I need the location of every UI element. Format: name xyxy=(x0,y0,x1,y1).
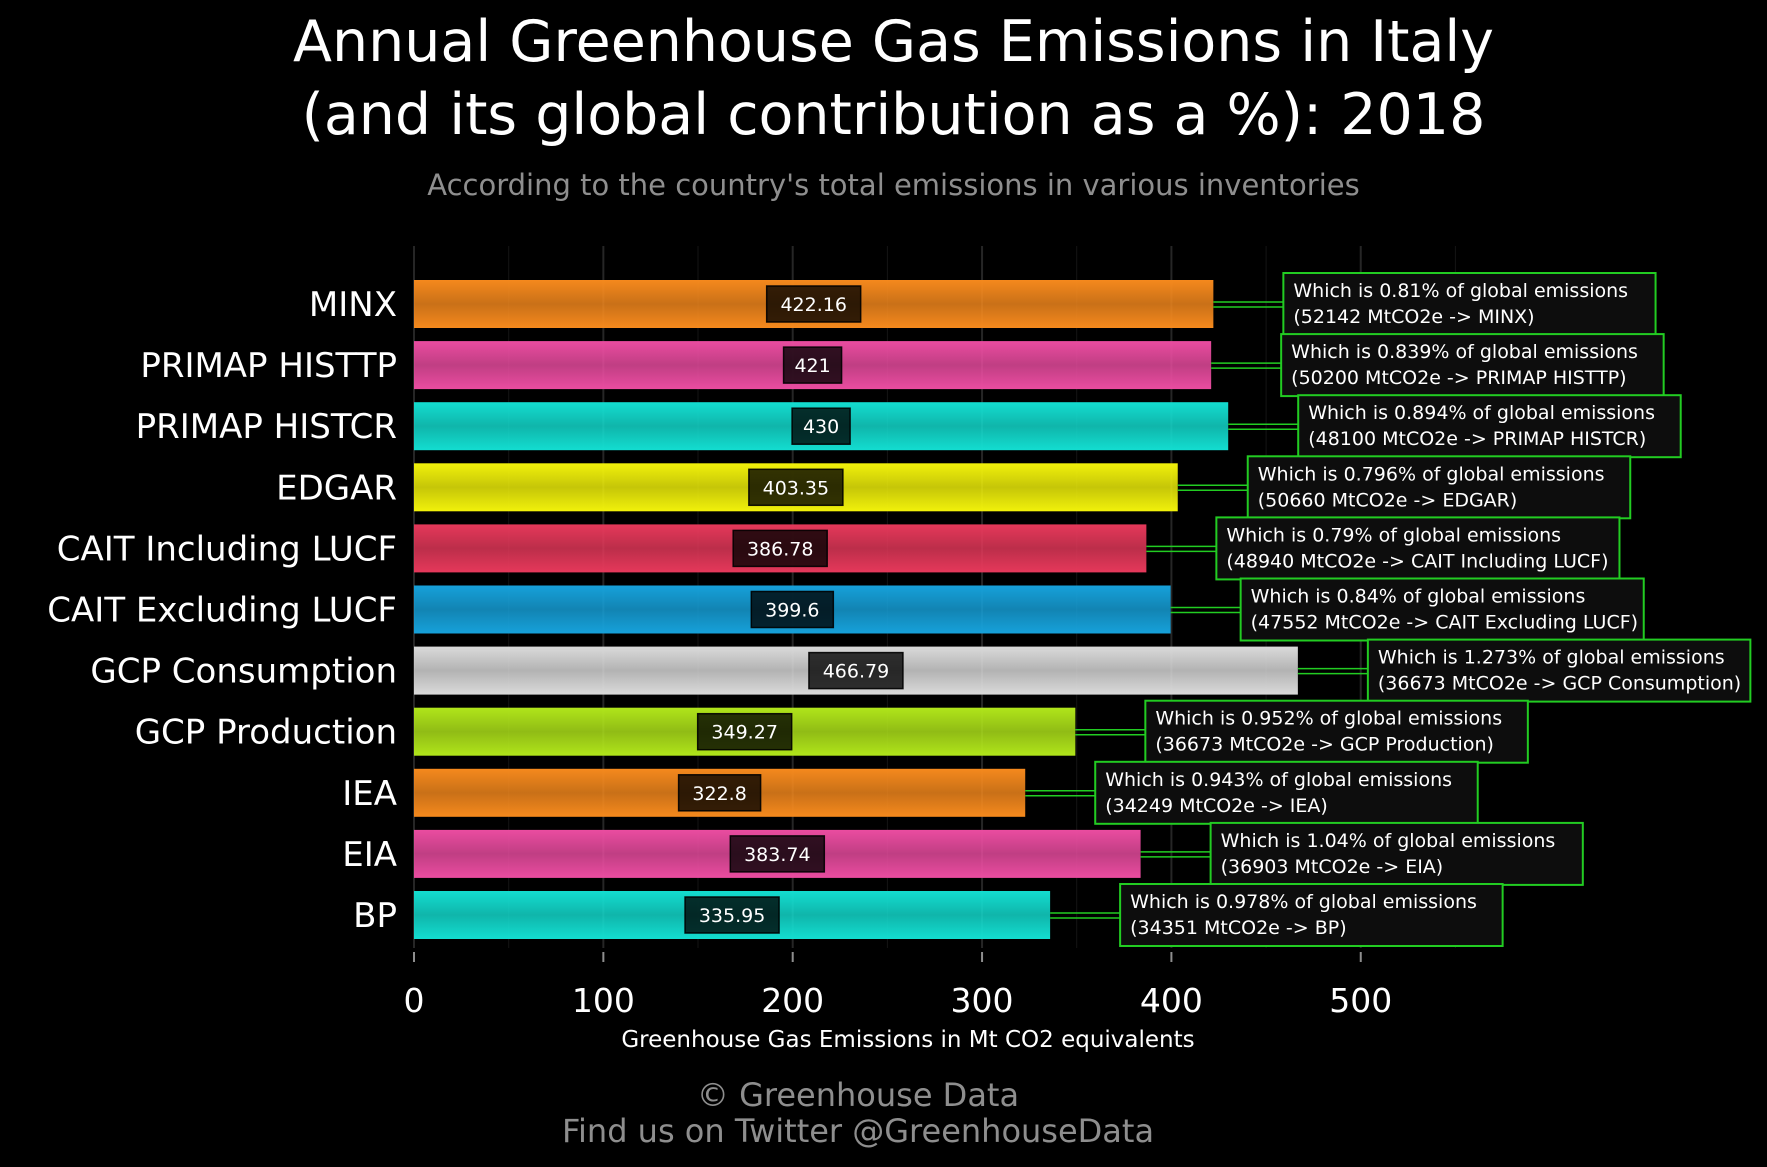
annotation-box xyxy=(1366,638,1752,703)
category-label: CAIT Including LUCF xyxy=(57,529,397,569)
value-label-box xyxy=(750,590,835,629)
value-label-box xyxy=(782,346,843,384)
annotation-line2: (36903 MtCO2e -> EIA) xyxy=(1221,856,1444,878)
x-tick-label: 200 xyxy=(761,981,824,1020)
annotation-line1: Which is 0.84% of global emissions xyxy=(1251,586,1586,608)
value-label-box xyxy=(696,712,793,751)
category-label: CAIT Excluding LUCF xyxy=(47,591,397,631)
annotation-line1: Which is 0.839% of global emissions xyxy=(1291,341,1638,363)
x-tick-label: 500 xyxy=(1329,981,1392,1020)
value-label-box xyxy=(684,896,780,934)
annotation-line2: (52142 MtCO2e -> MINX) xyxy=(1293,306,1534,328)
annotation-line2: (47552 MtCO2e -> CAIT Excluding LUCF) xyxy=(1251,612,1638,634)
footer-twitter: Find us on Twitter @GreenhouseData xyxy=(561,1112,1155,1150)
footer-copyright: © Greenhouse Data xyxy=(696,1076,1020,1114)
annotation-box xyxy=(1280,333,1665,398)
value-label: 422.16 xyxy=(780,294,846,316)
category-label: PRIMAP HISTTP xyxy=(140,346,397,386)
value-label-box xyxy=(729,835,826,873)
value-label: 322.8 xyxy=(692,783,746,805)
annotation-line1: Which is 0.81% of global emissions xyxy=(1293,280,1628,302)
category-label: BP xyxy=(353,896,397,936)
annotation-box xyxy=(1094,760,1479,825)
value-label-box xyxy=(765,285,862,323)
annotation-line2: (36673 MtCO2e -> GCP Production) xyxy=(1155,734,1494,756)
annotation-box xyxy=(1119,883,1504,947)
annotation-line2: (48940 MtCO2e -> CAIT Including LUCF) xyxy=(1226,550,1608,572)
chart-title-line2: (and its global contribution as a %): 20… xyxy=(301,82,1486,148)
value-label: 383.74 xyxy=(744,844,810,866)
annotation-box xyxy=(1297,394,1682,459)
annotation-line2: (48100 MtCO2e -> PRIMAP HISTCR) xyxy=(1308,428,1646,450)
value-label: 335.95 xyxy=(699,905,765,927)
annotation-line1: Which is 0.952% of global emissions xyxy=(1155,708,1502,730)
annotation-box xyxy=(1282,272,1657,336)
annotation-line2: (34351 MtCO2e -> BP) xyxy=(1130,917,1347,939)
chart-subtitle: According to the country's total emissio… xyxy=(427,168,1360,202)
annotation-box xyxy=(1215,516,1621,581)
value-label-box xyxy=(808,651,904,690)
value-label: 403.35 xyxy=(763,477,829,499)
x-tick-label: 300 xyxy=(951,981,1014,1020)
x-tick-label: 0 xyxy=(404,981,425,1020)
category-label: IEA xyxy=(342,774,397,814)
value-label-box xyxy=(791,407,851,445)
bar-chart: 0 100 200 300 400 500 Greenhouse Gas Emissions… xyxy=(47,246,1752,1053)
annotation-line1: Which is 0.943% of global emissions xyxy=(1105,769,1452,791)
annotation-line1: Which is 1.04% of global emissions xyxy=(1221,830,1556,852)
annotation-line2: (50200 MtCO2e -> PRIMAP HISTTP) xyxy=(1291,367,1626,389)
annotation-line2: (36673 MtCO2e -> GCP Consumption) xyxy=(1378,673,1741,695)
value-label-box xyxy=(732,529,828,568)
annotation-line1: Which is 0.894% of global emissions xyxy=(1308,402,1655,424)
annotation-box xyxy=(1144,699,1529,764)
x-axis-title: Greenhouse Gas Emissions in Mt CO2 equiv… xyxy=(621,1027,1194,1053)
annotation-box xyxy=(1246,455,1632,520)
x-tick-label: 100 xyxy=(572,981,635,1020)
chart-title-line1: Annual Greenhouse Gas Emissions in Italy xyxy=(293,9,1494,75)
category-label: GCP Production xyxy=(135,713,397,753)
value-label-box xyxy=(677,774,762,812)
value-label-box xyxy=(748,468,844,507)
annotation-line2: (34249 MtCO2e -> IEA) xyxy=(1105,795,1328,817)
category-label: EIA xyxy=(342,835,397,875)
annotation-line1: Which is 1.273% of global emissions xyxy=(1378,647,1725,669)
category-label: MINX xyxy=(309,285,397,325)
annotation-line2: (50660 MtCO2e -> EDGAR) xyxy=(1258,489,1518,511)
category-label: EDGAR xyxy=(276,468,397,508)
annotation-box xyxy=(1209,821,1584,886)
category-label: PRIMAP HISTCR xyxy=(136,407,397,447)
value-label: 430 xyxy=(803,416,839,438)
annotation-line1: Which is 0.978% of global emissions xyxy=(1130,891,1477,913)
x-tick-label: 400 xyxy=(1140,981,1203,1020)
value-label: 349.27 xyxy=(711,722,777,744)
annotation-line1: Which is 0.796% of global emissions xyxy=(1258,463,1605,485)
value-label: 399.6 xyxy=(765,600,819,622)
value-label: 386.78 xyxy=(747,538,813,560)
value-label: 421 xyxy=(794,355,830,377)
value-label: 466.79 xyxy=(823,661,889,683)
category-label: GCP Consumption xyxy=(90,652,397,692)
annotation-line1: Which is 0.79% of global emissions xyxy=(1226,524,1561,546)
